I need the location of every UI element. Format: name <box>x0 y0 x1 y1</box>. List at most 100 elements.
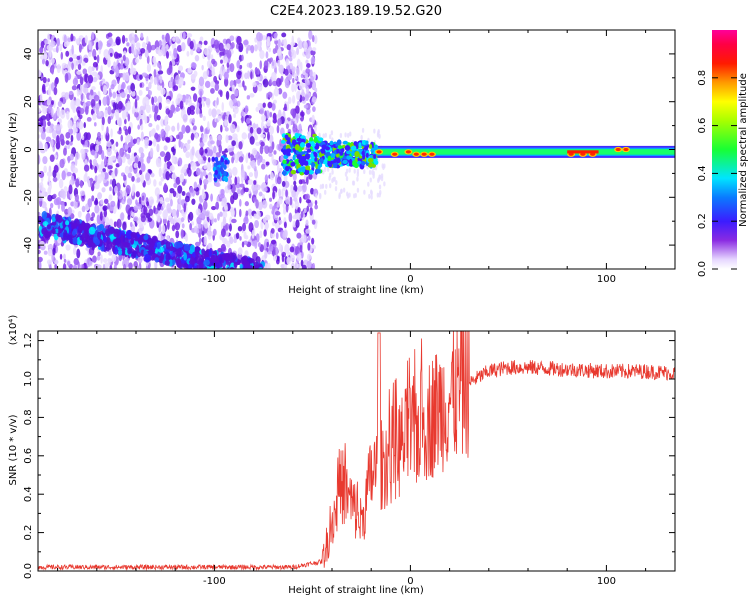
heatmap-cell <box>285 189 288 198</box>
heatmap-cell <box>84 35 88 44</box>
heatmap-cell <box>213 145 217 154</box>
heatmap-cell <box>90 89 94 96</box>
heatmap-cell <box>90 217 94 222</box>
heatmap-cell <box>140 47 146 54</box>
heatmap-cell <box>155 157 162 168</box>
heatmap-cell <box>71 85 77 91</box>
heatmap-cell <box>339 151 344 156</box>
heatmap-cell <box>198 237 202 244</box>
heatmap-cell <box>260 141 265 147</box>
heatmap-cell <box>76 121 80 128</box>
heatmap-cell <box>143 206 148 216</box>
heatmap-cell <box>69 141 73 146</box>
heatmap-cell <box>170 217 174 225</box>
heatmap-cell <box>101 116 105 126</box>
heatmap-cell <box>210 81 215 88</box>
heatmap-cell <box>255 184 261 191</box>
heatmap-cell <box>149 238 153 245</box>
heatmap-cell <box>67 119 73 130</box>
heatmap-cell <box>50 139 54 148</box>
heatmap-cell <box>107 165 113 170</box>
heatmap-cell <box>125 135 131 143</box>
x-tick-label: -100 <box>203 274 226 285</box>
heatmap-cell <box>117 100 123 110</box>
heatmap-cell <box>294 246 300 256</box>
heatmap-cell <box>38 107 41 113</box>
heatmap-cell <box>211 156 216 162</box>
heatmap-cell <box>210 255 218 263</box>
heatmap-cell <box>226 67 230 74</box>
heatmap-cell <box>305 228 311 234</box>
heatmap-cell <box>201 248 206 256</box>
heatmap-cell <box>45 136 52 143</box>
heatmap-cell <box>183 202 187 213</box>
heatmap-cell <box>225 115 228 122</box>
heatmap-cell <box>249 272 254 279</box>
heatmap-cell <box>244 105 248 115</box>
heatmap-cell <box>180 217 185 223</box>
heatmap-cell <box>346 132 350 138</box>
heatmap-cell <box>51 107 54 118</box>
heatmap-cell <box>114 246 118 255</box>
heatmap-cell <box>71 62 74 70</box>
heatmap-cell <box>76 88 80 97</box>
heatmap-cell <box>310 75 314 82</box>
heatmap-cell <box>222 266 226 269</box>
heatmap-cell <box>121 34 126 44</box>
heatmap-cell <box>249 271 254 277</box>
heatmap-cell <box>223 171 227 177</box>
heatmap-cell <box>251 147 257 156</box>
heatmap-cell <box>187 139 191 144</box>
heatmap-cell <box>71 222 77 230</box>
heatmap-cell <box>215 182 221 188</box>
heatmap-cell <box>118 53 122 58</box>
heatmap-cell <box>140 131 144 142</box>
heatmap-cell <box>234 176 238 186</box>
heatmap-cell <box>107 58 111 68</box>
heatmap-cell <box>51 228 56 235</box>
heatmap-cell <box>127 247 132 255</box>
heatmap-cell <box>169 165 175 172</box>
heatmap-cell <box>344 132 347 138</box>
heatmap-cell <box>91 149 96 156</box>
heatmap-cell <box>259 145 264 155</box>
heatmap-cell <box>230 93 236 101</box>
heatmap-cell <box>145 172 150 182</box>
heatmap-cell <box>239 208 242 218</box>
heatmap-cell <box>223 77 229 87</box>
heatmap-cell <box>207 121 210 130</box>
heatmap-cell <box>150 129 156 137</box>
heatmap-cell <box>249 257 254 264</box>
heatmap-cell <box>87 198 93 208</box>
heatmap-cell <box>213 218 217 223</box>
heatmap-cell <box>263 229 267 237</box>
heatmap-cell <box>353 193 356 199</box>
heatmap-cell <box>383 181 386 187</box>
tone-hotspot-core <box>413 152 419 156</box>
heatmap-cell <box>77 109 81 118</box>
heatmap-cell <box>208 212 214 220</box>
y-tick-label: 0.0 <box>23 563 34 579</box>
heatmap-cell <box>104 216 110 224</box>
heatmap-cell <box>107 116 111 125</box>
heatmap-cell <box>205 97 211 106</box>
heatmap-cell <box>178 80 181 86</box>
heatmap-cell <box>314 200 318 206</box>
heatmap-cell <box>84 140 88 148</box>
heatmap-cell <box>254 239 258 250</box>
heatmap-cell <box>98 223 105 231</box>
heatmap-cell <box>79 190 86 196</box>
heatmap-cell <box>91 242 96 251</box>
heatmap-cell <box>194 241 201 247</box>
heatmap-cell <box>127 147 132 154</box>
heatmap-cell <box>146 36 149 44</box>
heatmap-cell <box>182 114 188 123</box>
heatmap-cell <box>199 36 204 42</box>
heatmap-cell <box>153 76 158 86</box>
heatmap-cell <box>377 177 380 183</box>
heatmap-cell <box>250 44 255 54</box>
heatmap-cell <box>231 218 237 224</box>
heatmap-cell <box>124 179 127 186</box>
heatmap-cell <box>114 185 118 194</box>
heatmap-cell <box>120 242 124 250</box>
